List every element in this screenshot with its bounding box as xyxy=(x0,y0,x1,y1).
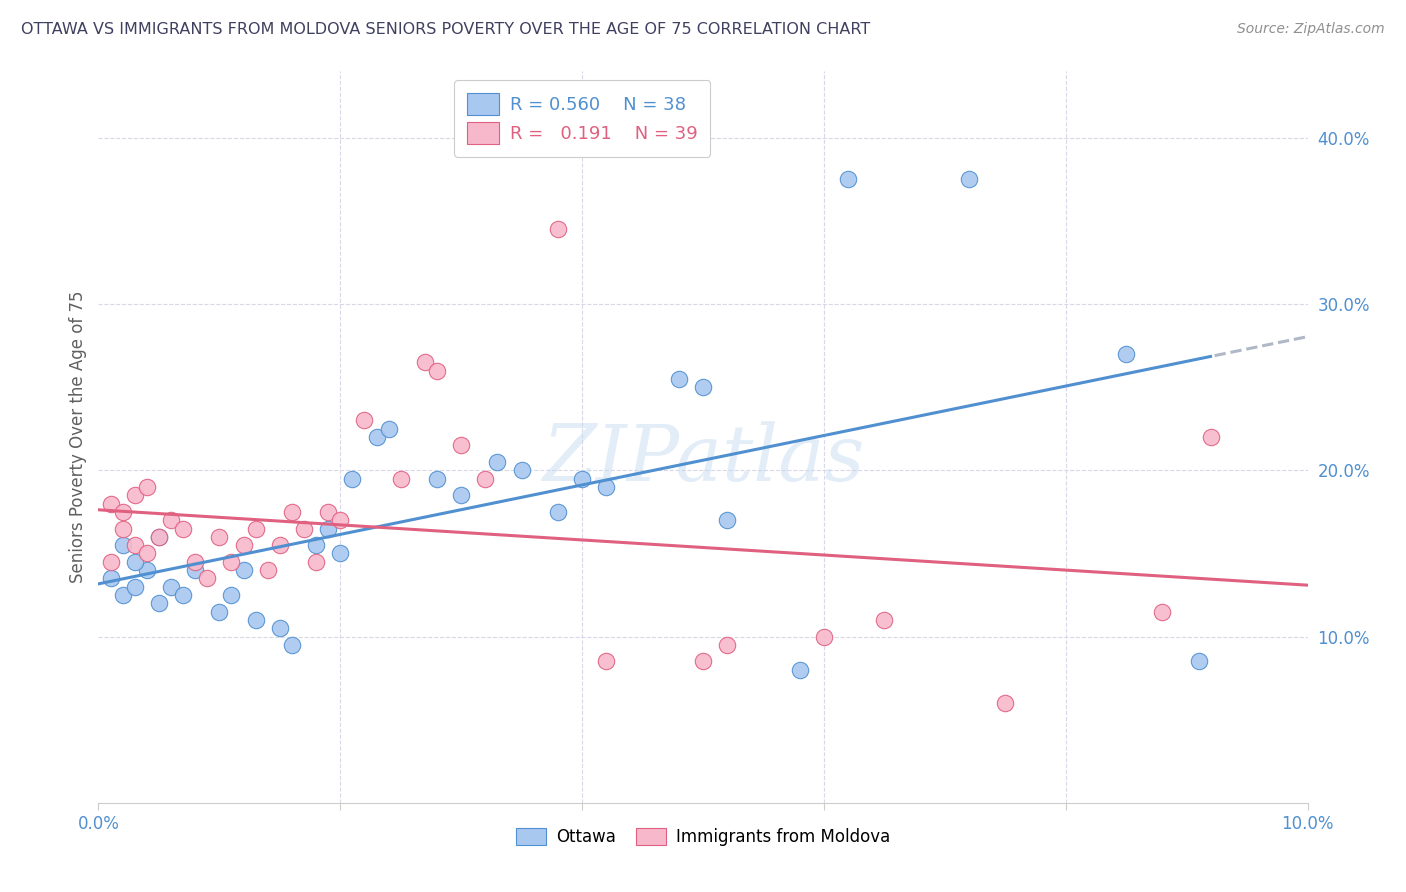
Point xyxy=(221,588,243,602)
Point xyxy=(366,430,388,444)
Point xyxy=(184,555,207,569)
Point xyxy=(148,530,170,544)
Point xyxy=(716,638,738,652)
Point xyxy=(377,422,399,436)
Point xyxy=(329,513,352,527)
Point xyxy=(160,580,183,594)
Point xyxy=(184,563,207,577)
Point xyxy=(111,521,134,535)
Point xyxy=(232,563,254,577)
Point xyxy=(547,222,569,236)
Point xyxy=(1152,605,1174,619)
Point xyxy=(172,588,194,602)
Point xyxy=(486,455,509,469)
Point xyxy=(474,472,496,486)
Point xyxy=(245,613,267,627)
Point xyxy=(160,513,183,527)
Point xyxy=(111,588,134,602)
Point xyxy=(450,438,472,452)
Point xyxy=(837,172,859,186)
Point xyxy=(100,497,122,511)
Point xyxy=(426,363,449,377)
Point xyxy=(281,505,304,519)
Point xyxy=(1115,347,1137,361)
Text: ZIPatlas: ZIPatlas xyxy=(541,421,865,497)
Point xyxy=(148,530,170,544)
Point xyxy=(692,380,714,394)
Point xyxy=(389,472,412,486)
Y-axis label: Seniors Poverty Over the Age of 75: Seniors Poverty Over the Age of 75 xyxy=(69,291,87,583)
Point xyxy=(135,480,157,494)
Point xyxy=(305,555,328,569)
Point xyxy=(957,172,980,186)
Point xyxy=(595,655,617,669)
Point xyxy=(994,696,1017,710)
Point xyxy=(413,355,436,369)
Point xyxy=(571,472,593,486)
Point xyxy=(135,563,157,577)
Point xyxy=(292,521,315,535)
Point xyxy=(269,621,291,635)
Point xyxy=(668,372,690,386)
Point xyxy=(208,605,231,619)
Text: Source: ZipAtlas.com: Source: ZipAtlas.com xyxy=(1237,22,1385,37)
Point xyxy=(873,613,896,627)
Point xyxy=(342,472,364,486)
Point xyxy=(100,555,122,569)
Point xyxy=(329,546,352,560)
Point xyxy=(1188,655,1211,669)
Point xyxy=(148,596,170,610)
Point xyxy=(172,521,194,535)
Point xyxy=(232,538,254,552)
Point xyxy=(135,546,157,560)
Point xyxy=(256,563,278,577)
Point xyxy=(245,521,267,535)
Point xyxy=(208,530,231,544)
Point xyxy=(316,521,339,535)
Point xyxy=(124,555,146,569)
Point xyxy=(100,571,122,585)
Point xyxy=(124,488,146,502)
Point xyxy=(692,655,714,669)
Point xyxy=(426,472,449,486)
Point xyxy=(1199,430,1222,444)
Point xyxy=(547,505,569,519)
Point xyxy=(124,580,146,594)
Point xyxy=(221,555,243,569)
Point xyxy=(595,480,617,494)
Point xyxy=(450,488,472,502)
Legend: Ottawa, Immigrants from Moldova: Ottawa, Immigrants from Moldova xyxy=(509,822,897,853)
Point xyxy=(111,505,134,519)
Point xyxy=(111,538,134,552)
Point xyxy=(510,463,533,477)
Point xyxy=(305,538,328,552)
Point xyxy=(281,638,304,652)
Point xyxy=(124,538,146,552)
Point xyxy=(813,630,835,644)
Point xyxy=(316,505,339,519)
Point xyxy=(353,413,375,427)
Point xyxy=(195,571,218,585)
Point xyxy=(269,538,291,552)
Point xyxy=(789,663,811,677)
Text: OTTAWA VS IMMIGRANTS FROM MOLDOVA SENIORS POVERTY OVER THE AGE OF 75 CORRELATION: OTTAWA VS IMMIGRANTS FROM MOLDOVA SENIOR… xyxy=(21,22,870,37)
Point xyxy=(716,513,738,527)
